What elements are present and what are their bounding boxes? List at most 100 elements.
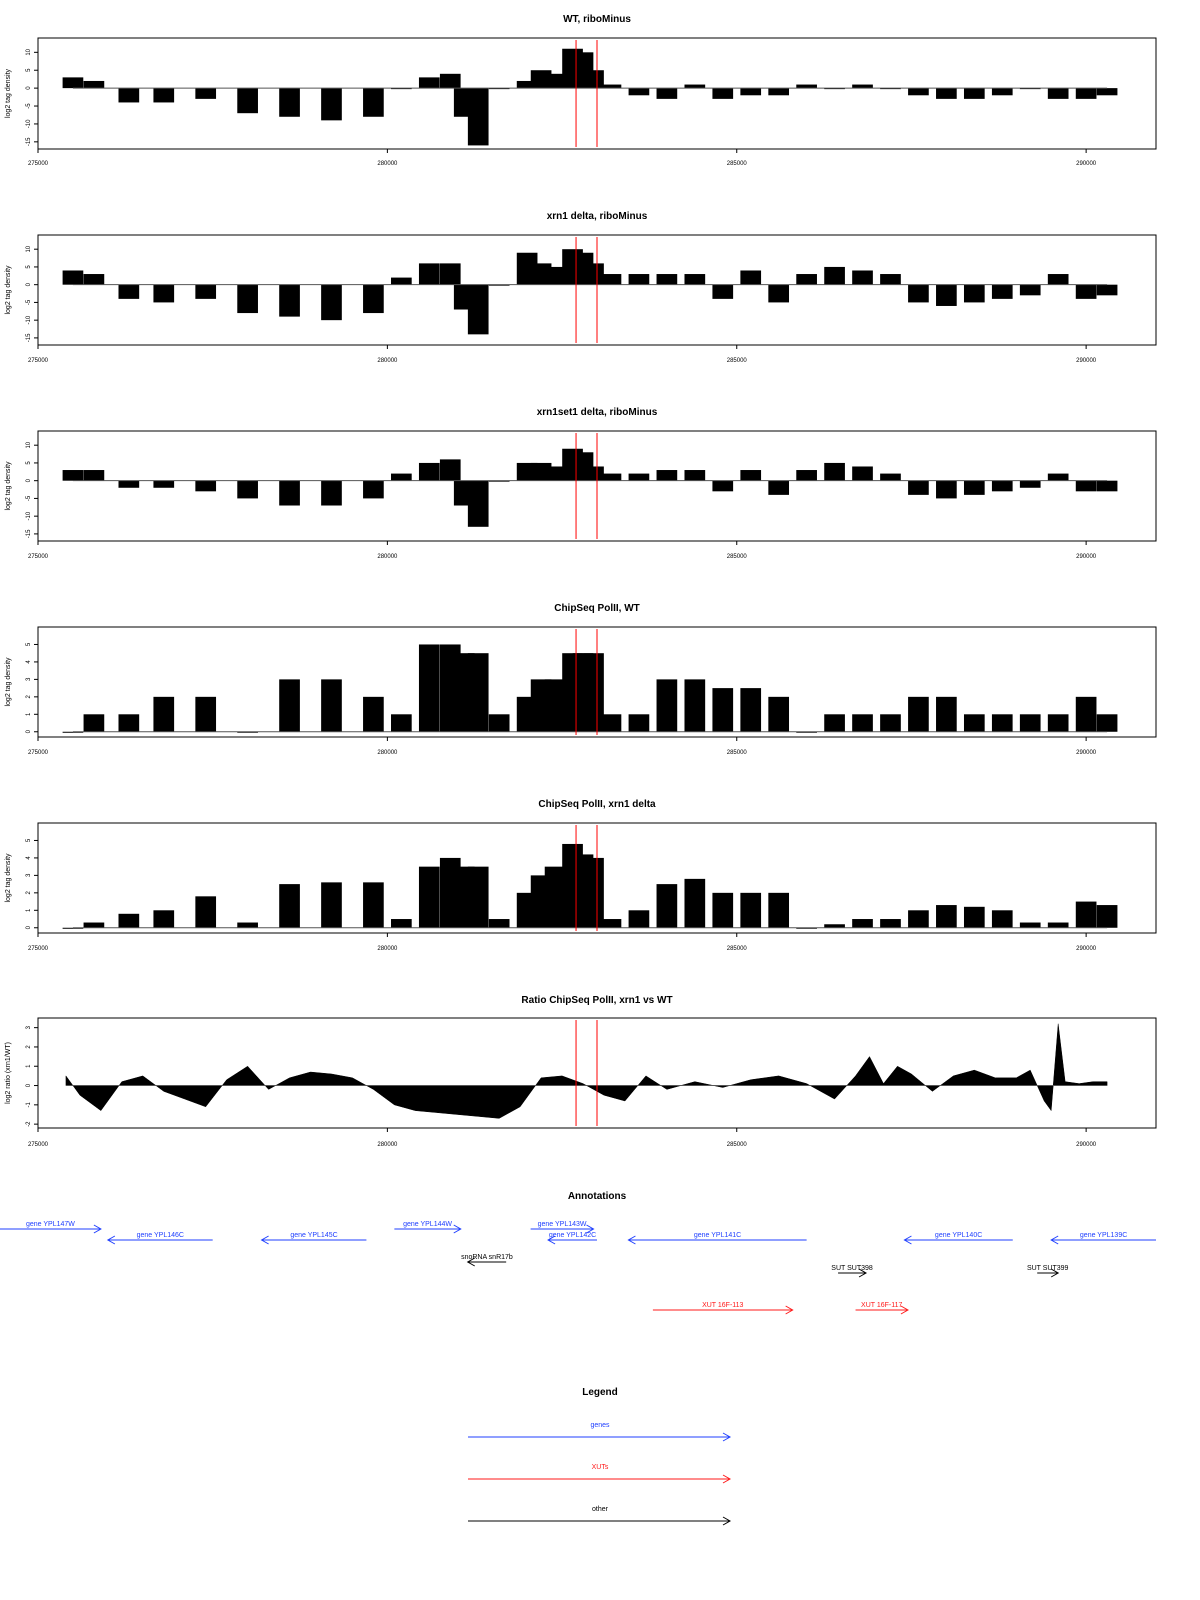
panel-5-bar bbox=[321, 882, 342, 928]
panel-6-y-tick-label: -1 bbox=[26, 1102, 32, 1108]
panel-5-x-tick-label: 280000 bbox=[377, 946, 398, 952]
panel-5-bar bbox=[991, 910, 1013, 928]
panel-2-bar bbox=[628, 274, 650, 285]
panel-5-bar bbox=[363, 882, 384, 928]
legend-label-XUTs: XUTs bbox=[592, 1464, 609, 1471]
panel-1-bar bbox=[768, 88, 790, 96]
legend-arrow-genes bbox=[468, 1432, 732, 1442]
panel-5-bar bbox=[467, 866, 489, 928]
panel-3-bar bbox=[1047, 473, 1069, 481]
panel-5-bar bbox=[600, 919, 622, 928]
panel-3-bar bbox=[1019, 480, 1041, 488]
panel-3-bar bbox=[153, 480, 175, 488]
panel-3-x-tick-label: 280000 bbox=[377, 554, 398, 560]
panel-5-bar bbox=[1096, 905, 1118, 928]
panel-3-bar bbox=[628, 473, 650, 481]
panel-5-bar bbox=[1019, 922, 1041, 928]
panel-5-y-tick-label: 3 bbox=[26, 873, 32, 877]
panel-6-x-tick-label: 285000 bbox=[727, 1142, 748, 1148]
panel-1-bar bbox=[118, 88, 140, 103]
panel-1-y-tick-label: 5 bbox=[26, 68, 32, 72]
panel-4-bar bbox=[880, 714, 901, 732]
panel-6-x-tick-label: 290000 bbox=[1076, 1142, 1097, 1148]
panel-3-y-axis-label: log2 tag density bbox=[5, 461, 12, 511]
panel-6-title: Ratio ChipSeq PolII, xrn1 vs WT bbox=[521, 995, 672, 1006]
panel-1-y-tick-label: 0 bbox=[26, 86, 32, 90]
panel-3-bar bbox=[583, 466, 604, 481]
panel-5-bar bbox=[418, 866, 440, 928]
panel-4-bar bbox=[153, 696, 175, 732]
panel-6-frame bbox=[37, 1017, 1157, 1129]
annotation-arrow bbox=[106, 1235, 213, 1245]
annotation-label: gene YPL139C bbox=[1080, 1232, 1127, 1239]
panel-5-bar bbox=[628, 910, 650, 928]
panel-3-bar bbox=[62, 470, 84, 481]
panel-1-bar bbox=[796, 84, 817, 89]
panel-4-y-tick-label: 5 bbox=[26, 642, 32, 646]
panel-4-bar bbox=[583, 653, 604, 732]
panel-6-ratio-area bbox=[65, 1023, 1108, 1119]
annotation-label: XUT 16F-117 bbox=[861, 1302, 902, 1309]
panel-5-bar bbox=[740, 892, 762, 928]
panel-4-bar bbox=[1047, 714, 1069, 732]
panel-6-y-axis-label: log2 ratio (xrn1/WT) bbox=[5, 1042, 12, 1104]
panel-3-bar bbox=[237, 480, 258, 499]
panel-4-x-tick-label: 290000 bbox=[1076, 750, 1097, 756]
panel-1-bar bbox=[153, 88, 175, 103]
panel-6-y-tick-label: 3 bbox=[26, 1025, 32, 1029]
panel-3-y-tick-label: -5 bbox=[26, 495, 32, 501]
panel-1-x-tick-label: 275000 bbox=[28, 161, 49, 167]
panel-2-bar bbox=[321, 284, 342, 321]
panel-3-bar bbox=[195, 480, 217, 492]
annotations-title: Annotations bbox=[568, 1191, 627, 1202]
panel-4-bar bbox=[963, 714, 985, 732]
panel-3-bar bbox=[1075, 480, 1097, 492]
panel-3-bar bbox=[391, 473, 412, 481]
annotation-arrow bbox=[466, 1257, 507, 1267]
panel-4-bar bbox=[279, 679, 300, 732]
panel-4-title: ChipSeq PolII, WT bbox=[554, 603, 640, 614]
panel-4-bar bbox=[656, 679, 678, 732]
annotation-label: snoRNA snR17b bbox=[461, 1254, 513, 1261]
panel-5-bar bbox=[488, 919, 510, 928]
panel-5-bar bbox=[824, 924, 845, 928]
annotation-label: gene YPL141C bbox=[694, 1232, 741, 1239]
panel-1-frame bbox=[37, 37, 1157, 150]
panel-5-bar bbox=[768, 892, 790, 928]
panel-3-bar bbox=[418, 462, 440, 481]
panel-2-bar bbox=[1096, 284, 1118, 296]
annotation-label: SUT SUT399 bbox=[1027, 1265, 1069, 1272]
panel-5-bar bbox=[712, 892, 734, 928]
panel-6-y-tick-label: 1 bbox=[26, 1064, 32, 1068]
legend-arrow-other bbox=[468, 1516, 732, 1526]
panel-5-bar bbox=[544, 866, 566, 928]
panel-1-x-tick-label: 280000 bbox=[377, 161, 398, 167]
panel-5-bar bbox=[963, 906, 985, 928]
panel-2-y-tick-label: 10 bbox=[26, 245, 32, 252]
panel-4-x-tick-label: 285000 bbox=[727, 750, 748, 756]
panel-4-frame bbox=[37, 626, 1157, 738]
panel-5-y-tick-label: 1 bbox=[26, 908, 32, 912]
panel-3-bar bbox=[936, 480, 957, 499]
panel-4-bar bbox=[467, 653, 489, 732]
legend-label-genes: genes bbox=[590, 1422, 610, 1429]
panel-5-bar bbox=[83, 922, 105, 928]
panel-2-bar bbox=[712, 284, 734, 299]
panel-4-bar bbox=[768, 696, 790, 732]
panel-2-bar bbox=[279, 284, 300, 317]
panel-6-x-tick-label: 280000 bbox=[377, 1142, 398, 1148]
panel-5-bar bbox=[118, 913, 140, 928]
panel-2-bar bbox=[363, 284, 384, 314]
panel-3-y-tick-label: 5 bbox=[26, 461, 32, 465]
panel-3-y-tick-label: 0 bbox=[26, 478, 32, 482]
panel-4-bar bbox=[936, 696, 957, 732]
panel-5-y-tick-label: 4 bbox=[26, 856, 32, 860]
panel-3-x-tick-label: 290000 bbox=[1076, 554, 1097, 560]
panel-4-bar bbox=[1019, 714, 1041, 732]
panel-2-y-axis-label: log2 tag density bbox=[5, 265, 12, 315]
panel-5-bar bbox=[237, 922, 258, 928]
panel-1-bar bbox=[908, 88, 929, 96]
panel-3-bar bbox=[321, 480, 342, 506]
panel-3-bar bbox=[852, 466, 873, 481]
panel-4-bar bbox=[363, 696, 384, 732]
